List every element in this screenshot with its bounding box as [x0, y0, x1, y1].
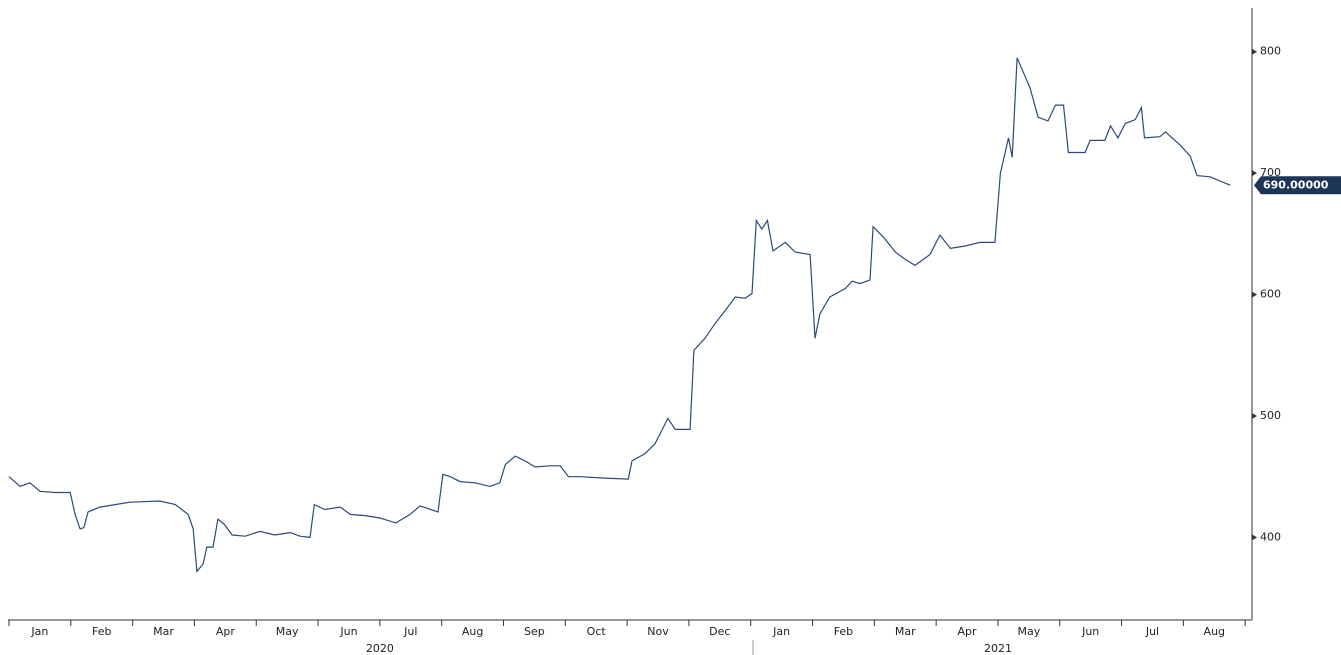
x-tick-label: Feb — [92, 625, 111, 638]
y-tick-label: 400 — [1260, 530, 1281, 543]
x-tick-label: Apr — [958, 625, 978, 638]
y-tick — [1252, 413, 1257, 419]
x-tick-label: Oct — [587, 625, 607, 638]
x-tick-label: Apr — [216, 625, 236, 638]
x-tick-label: Jul — [1145, 625, 1159, 638]
y-tick-label: 500 — [1260, 409, 1281, 422]
y-tick — [1252, 48, 1257, 55]
x-tick-label: Jun — [1081, 625, 1099, 638]
year-label: 2020 — [366, 642, 394, 655]
x-tick-label: Jan — [30, 625, 48, 638]
last-value-label: 690.00000 — [1263, 178, 1329, 191]
y-tick — [1252, 170, 1257, 177]
y-tick-label: 600 — [1260, 288, 1281, 301]
x-tick-label: Jan — [772, 625, 790, 638]
x-tick-label: Mar — [153, 625, 174, 638]
y-tick — [1252, 291, 1257, 298]
y-tick — [1252, 534, 1257, 541]
x-tick-label: May — [1017, 625, 1040, 638]
x-tick-label: Feb — [834, 625, 853, 638]
year-label: 2021 — [984, 642, 1012, 655]
last-value-box — [1254, 176, 1341, 195]
x-tick-label: Sep — [524, 625, 545, 638]
x-tick-label: Aug — [462, 625, 483, 638]
x-tick-label: Jul — [403, 625, 417, 638]
price-line — [8, 57, 1231, 573]
x-tick-label: Aug — [1204, 625, 1225, 638]
y-tick-label: 700 — [1260, 166, 1281, 179]
x-tick-label: Mar — [895, 625, 916, 638]
y-tick-label: 800 — [1260, 45, 1281, 58]
x-tick-label: May — [276, 625, 299, 638]
x-tick-label: Jun — [339, 625, 357, 638]
x-tick-label: Dec — [709, 625, 730, 638]
x-tick-label: Nov — [647, 625, 669, 638]
